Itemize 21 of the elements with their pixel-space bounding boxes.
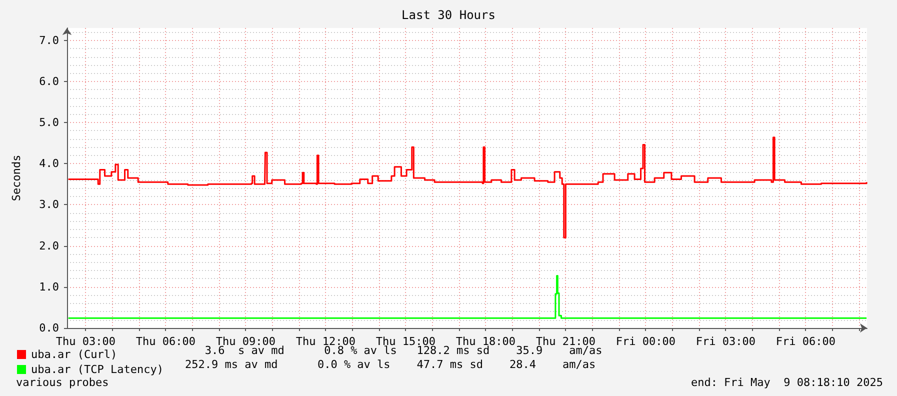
y-tick-label: 1.0 xyxy=(39,280,59,294)
legend-label: uba.ar (TCP Latency) xyxy=(31,363,164,376)
y-tick-label: 3.0 xyxy=(39,198,59,212)
y-tick-label: 0.0 xyxy=(39,322,59,334)
y-tick-label: 2.0 xyxy=(39,239,59,252)
text: various probes xyxy=(16,376,109,389)
x-tick-label: Thu 06:00 xyxy=(136,335,196,348)
text: end: Fri May 9 08:18:10 2025 xyxy=(690,376,884,389)
y-axis-title: Seconds xyxy=(10,154,23,202)
y-tick-label: 4.0 xyxy=(39,157,59,170)
x-tick-label: Fri 00:00 xyxy=(616,335,676,348)
y-tick-label: 7.0 xyxy=(39,34,59,47)
y-tick-label: 6.0 xyxy=(39,74,59,88)
x-tick-label: Thu 03:00 xyxy=(56,335,116,348)
chart-title: Last 30 Hours xyxy=(402,8,496,22)
text: 252.9 ms av md 0.0 % av ls 47.7 ms sd 28.4 am/as xyxy=(185,358,596,371)
text: 3.6 s av md 0.8 % av ls 128.2 ms sd 35.9 am/as xyxy=(204,344,602,357)
x-tick-label: Fri 03:00 xyxy=(696,335,756,348)
legend-label: uba.ar (Curl) xyxy=(31,348,118,361)
x-tick-label: Fri 06:00 xyxy=(776,335,836,348)
y-tick-label: 5.0 xyxy=(39,116,59,130)
